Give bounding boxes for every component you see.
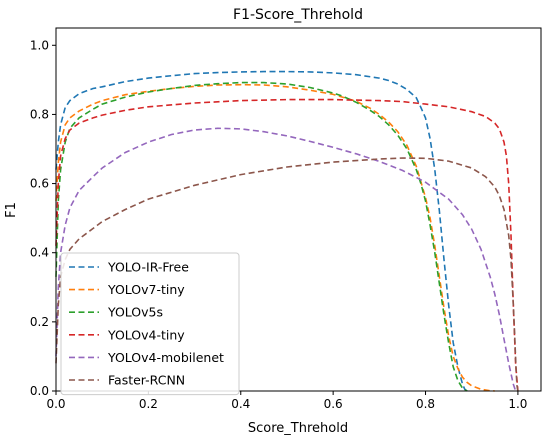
series-line-1 <box>55 83 495 392</box>
y-tick-label: 0.0 <box>30 384 49 398</box>
y-tick-label: 0.6 <box>30 177 49 191</box>
x-tick-label: 0.2 <box>139 397 158 411</box>
x-tick-label: 1.0 <box>508 397 527 411</box>
legend-label-1: YOLOv7-tiny <box>107 282 185 297</box>
x-tick-label: 0.0 <box>46 397 65 411</box>
x-tick-label: 0.8 <box>416 397 435 411</box>
legend-label-2: YOLOv5s <box>107 305 163 320</box>
y-tick-label: 0.2 <box>30 315 49 329</box>
series-line-0 <box>55 70 468 392</box>
y-axis-label: F1 <box>4 202 19 218</box>
x-axis-label: Score_Threhold <box>248 421 348 436</box>
x-tick-label: 0.4 <box>231 397 250 411</box>
y-tick-label: 1.0 <box>30 38 49 52</box>
series-line-5 <box>55 157 519 392</box>
y-tick-label: 0.4 <box>30 246 49 260</box>
legend: YOLO-IR-Free YOLOv7-tiny YOLOv5s YOLOv4-tin… <box>60 252 240 396</box>
legend-label-3: YOLOv4-tiny <box>107 327 185 342</box>
x-axis: 0.0 0.2 0.4 0.6 0.8 1.0 <box>46 391 527 411</box>
plot-frame <box>55 27 542 392</box>
legend-label-0: YOLO-IR-Free <box>107 260 189 275</box>
legend-label-5: Faster-RCNN <box>108 373 185 388</box>
chart-title: F1-Score_Threhold <box>233 7 363 23</box>
y-axis: 0.0 0.2 0.4 0.6 0.8 1.0 <box>30 38 56 398</box>
series-line-2 <box>55 81 468 392</box>
series-line-3 <box>55 98 519 392</box>
x-tick-label: 0.6 <box>324 397 343 411</box>
y-tick-label: 0.8 <box>30 107 49 121</box>
legend-label-4: YOLOv4-mobilenet <box>107 350 224 365</box>
series-line-4 <box>55 127 517 392</box>
legend-box <box>60 252 240 396</box>
plot-area <box>55 70 519 392</box>
